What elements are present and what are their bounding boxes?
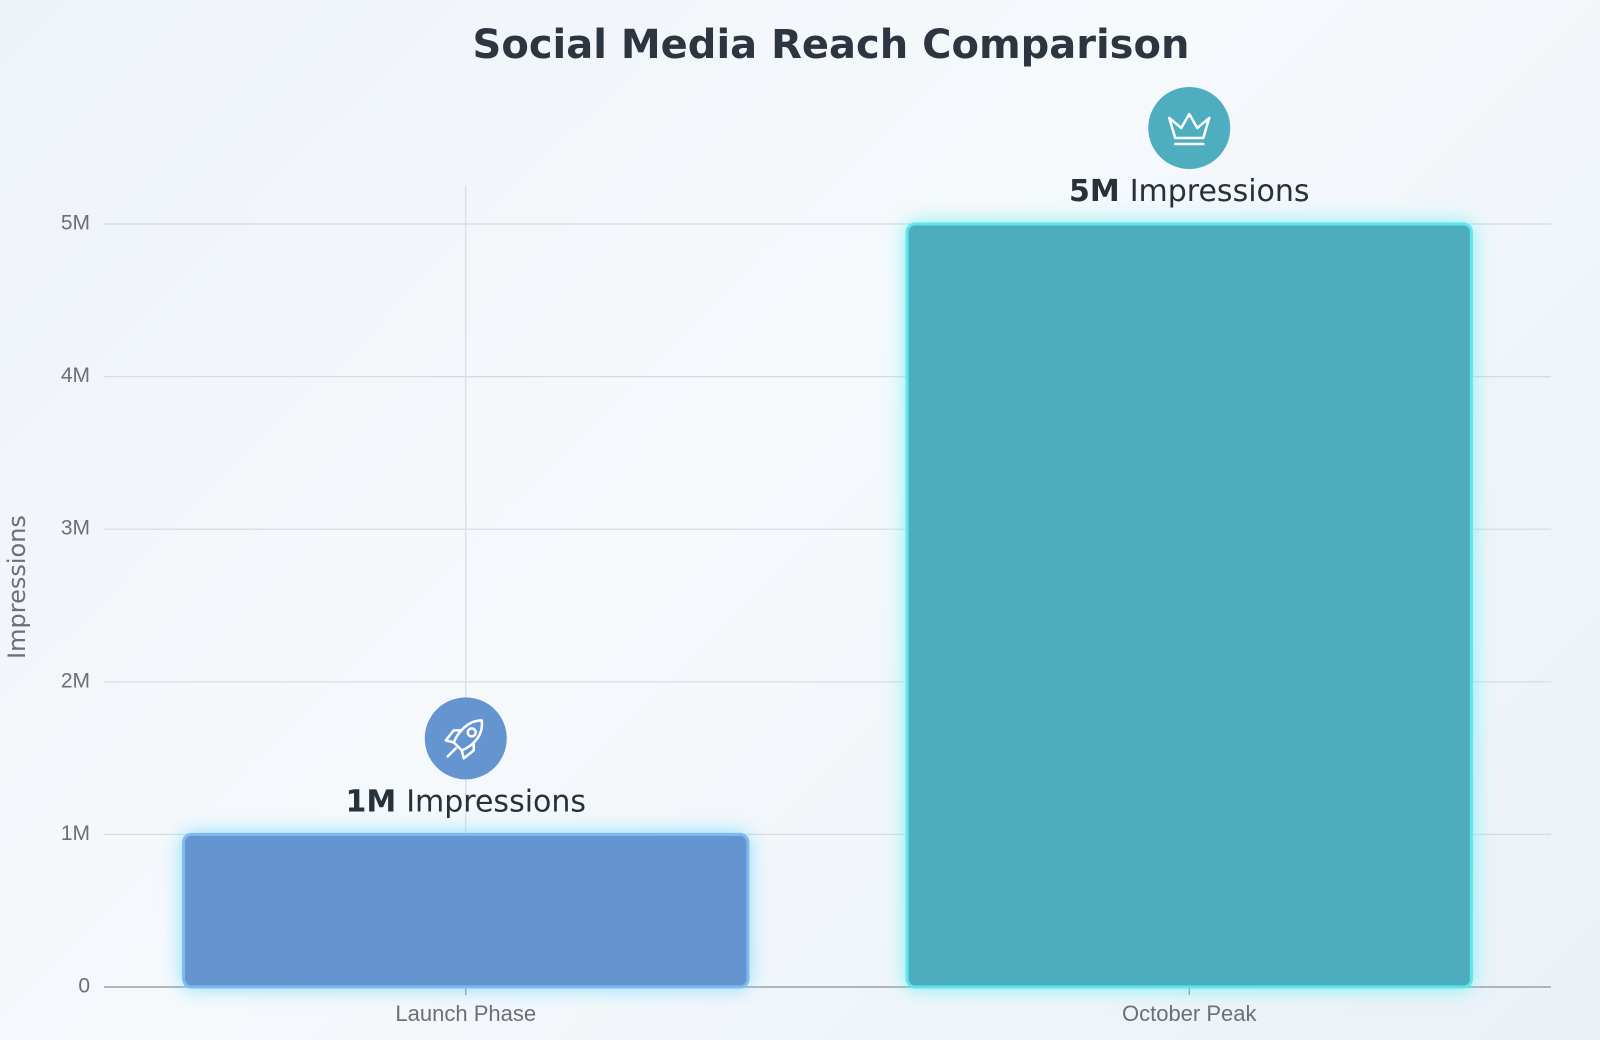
y-tick-label: 4M [61, 364, 90, 387]
crown-icon [1168, 112, 1211, 146]
y-axis-label: Impressions [3, 515, 31, 659]
icon [424, 697, 507, 780]
rocket-icon [444, 719, 484, 760]
data-label-value: 5M [1069, 174, 1120, 209]
data-label-unit: Impressions [1130, 174, 1310, 209]
bar [905, 222, 1473, 989]
x-tick-label: October Peak [1122, 1001, 1258, 1026]
y-tick-label: 2M [61, 669, 90, 692]
y-tick-label: 5M [61, 212, 90, 235]
icon [1148, 87, 1231, 169]
data-label-unit: Impressions [406, 784, 586, 819]
y-tick-label: 3M [61, 517, 90, 540]
data-label-value: 1M [345, 784, 396, 819]
chart-title: Social Media Reach Comparison [473, 22, 1190, 68]
data-label: 1M Impressions [345, 784, 586, 819]
icon-circle [1148, 87, 1231, 169]
y-tick-label: 0 [78, 975, 90, 998]
icon-circle [424, 697, 507, 780]
y-tick-label: 1M [61, 822, 90, 845]
rocket-window [466, 727, 477, 738]
x-tick-label: Launch Phase [395, 1001, 536, 1026]
bar [182, 832, 750, 989]
data-label: 5M Impressions [1069, 174, 1310, 209]
